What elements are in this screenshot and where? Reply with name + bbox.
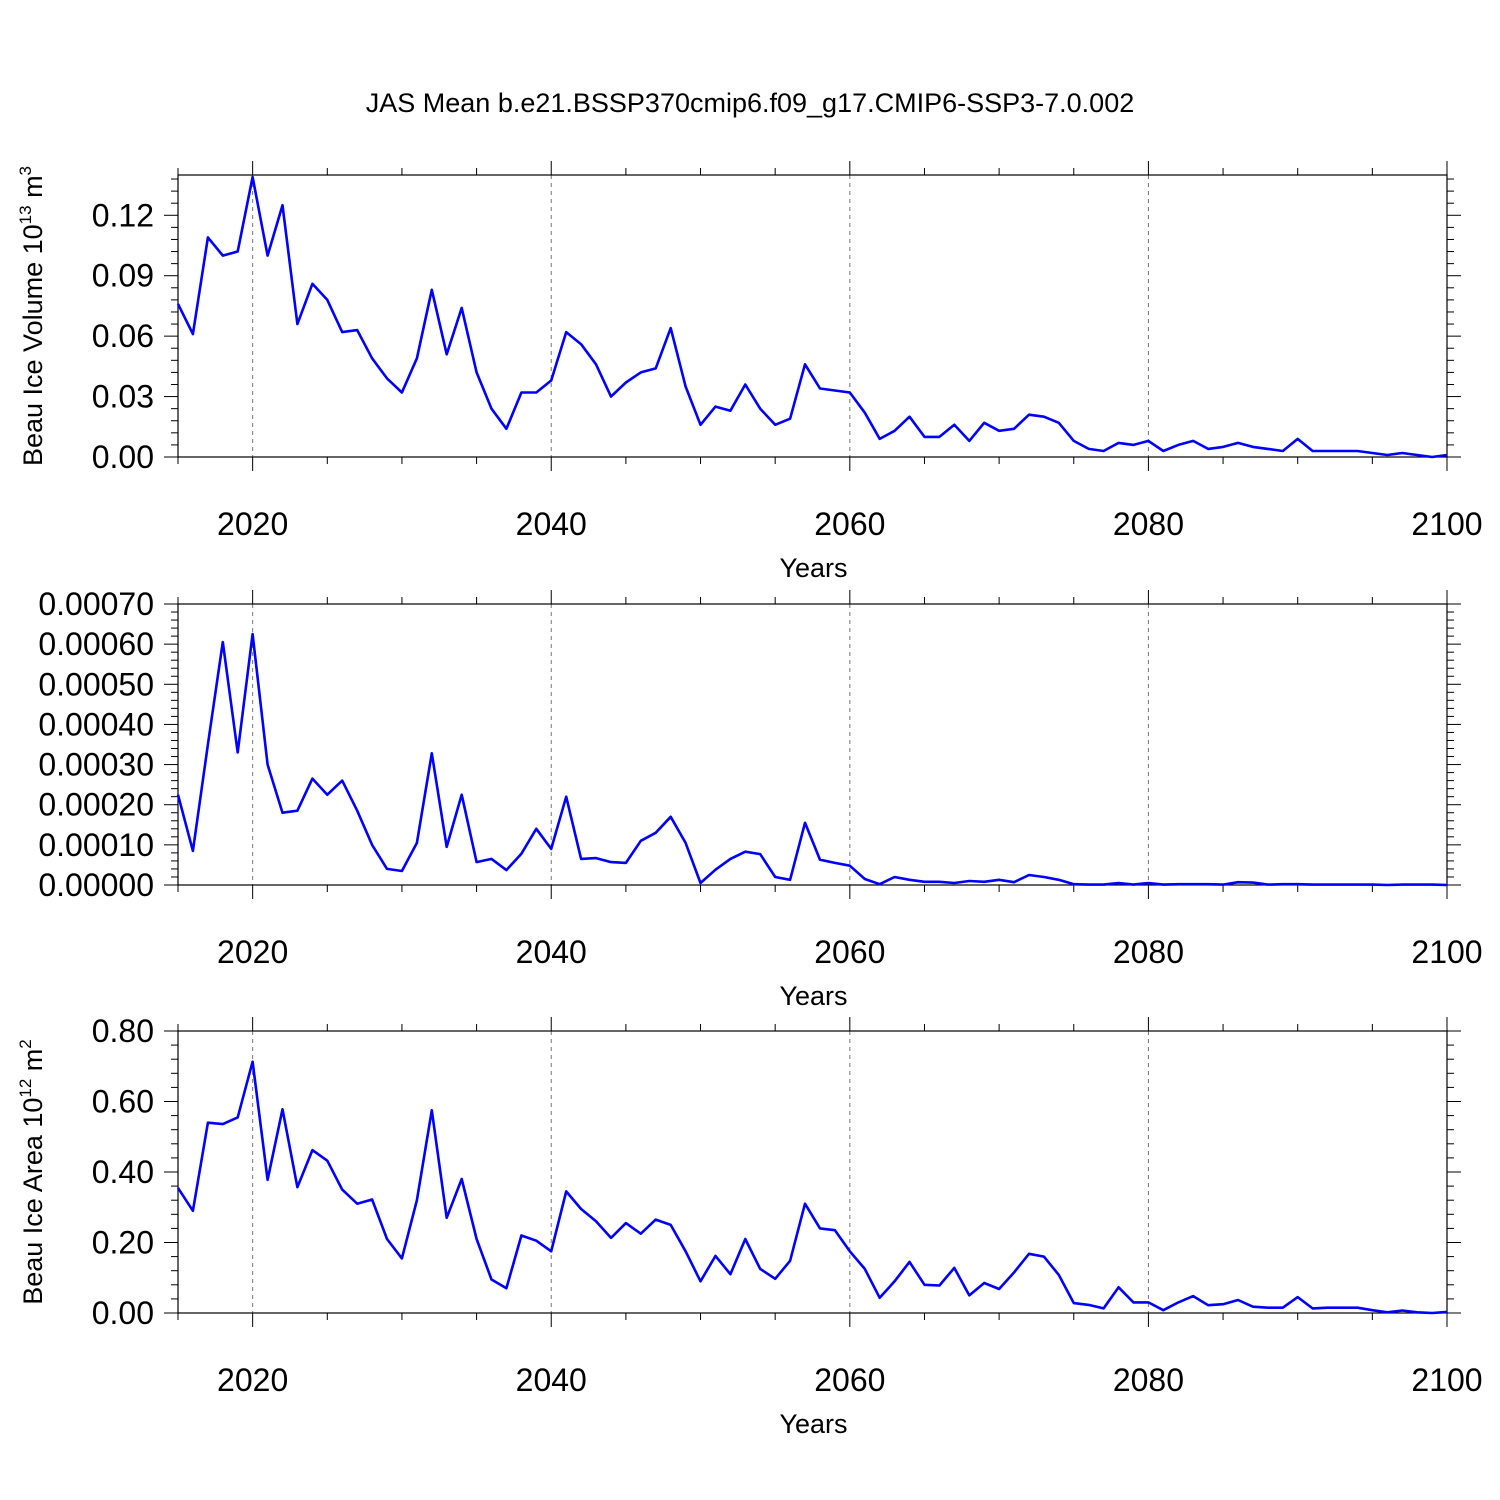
x-axis-title: Years [779, 553, 847, 583]
y-tick-label: 0.00050 [38, 666, 154, 702]
x-tick-label: 2040 [516, 506, 587, 542]
plot-frame [177, 603, 1448, 886]
plot-frame [177, 1030, 1448, 1314]
y-tick-label: 0.00 [92, 1295, 154, 1331]
y-tick-label: 0.60 [92, 1084, 154, 1120]
x-tick-label: 2080 [1113, 1362, 1184, 1398]
y-tick-label: 0.03 [92, 379, 154, 415]
x-tick-label: 2080 [1113, 934, 1184, 970]
x-tick-label: 2060 [814, 1362, 885, 1398]
x-axis-title: Years [779, 1409, 847, 1439]
series-line [176, 632, 1448, 887]
y-tick-label: 0.00 [92, 439, 154, 475]
y-axis-title: Beau Ice Volume 1013 m3 [16, 166, 48, 466]
y-tick-label: 0.00060 [38, 626, 154, 662]
x-tick-label: 2020 [217, 934, 288, 970]
x-tick-label: 2060 [814, 506, 885, 542]
x-tick-label: 2100 [1411, 934, 1482, 970]
chart-panels: 0.00 0.03 0.06 0.09 0.12 2020 2040 2060 2080 2100… [16, 161, 1483, 1439]
y-tick-label: 0.20 [92, 1225, 154, 1261]
y-tick-label: 0.00020 [38, 787, 154, 823]
y-tick-label: 0.00040 [38, 706, 154, 742]
x-tick-label: 2040 [516, 1362, 587, 1398]
chart-title: JAS Mean b.e21.BSSP370cmip6.f09_g17.CMIP… [366, 88, 1134, 118]
panel-area: 0.00 0.20 0.40 0.60 0.80 2020 2040 2060 2080 2100… [16, 1013, 1483, 1439]
y-axis-title: Beau Ice Area 1012 m2 [16, 1039, 48, 1305]
x-tick-label: 2100 [1411, 1362, 1482, 1398]
x-tick-label: 2020 [217, 1362, 288, 1398]
panel-volume: 0.00 0.03 0.06 0.09 0.12 2020 2040 2060 2080 2100… [16, 161, 1483, 583]
panel-middle: 0.00000 0.00010 0.00020 0.00030 0.00040 0.000… [38, 586, 1482, 1011]
series-line [176, 175, 1448, 459]
y-tick-label: 0.40 [92, 1154, 154, 1190]
y-tick-label: 0.12 [92, 197, 154, 233]
series-line [176, 1060, 1448, 1315]
y-tick-label: 0.00000 [38, 867, 154, 903]
x-tick-label: 2020 [217, 506, 288, 542]
plot-frame [177, 174, 1448, 458]
y-tick-label: 0.80 [92, 1013, 154, 1049]
y-tick-label: 0.09 [92, 258, 154, 294]
y-tick-label: 0.00070 [38, 586, 154, 622]
x-tick-label: 2060 [814, 934, 885, 970]
x-axis-title: Years [779, 981, 847, 1011]
x-tick-label: 2100 [1411, 506, 1482, 542]
y-tick-label: 0.00010 [38, 827, 154, 863]
y-tick-label: 0.00030 [38, 747, 154, 783]
x-tick-label: 2040 [516, 934, 587, 970]
y-tick-label: 0.06 [92, 318, 154, 354]
x-tick-label: 2080 [1113, 506, 1184, 542]
